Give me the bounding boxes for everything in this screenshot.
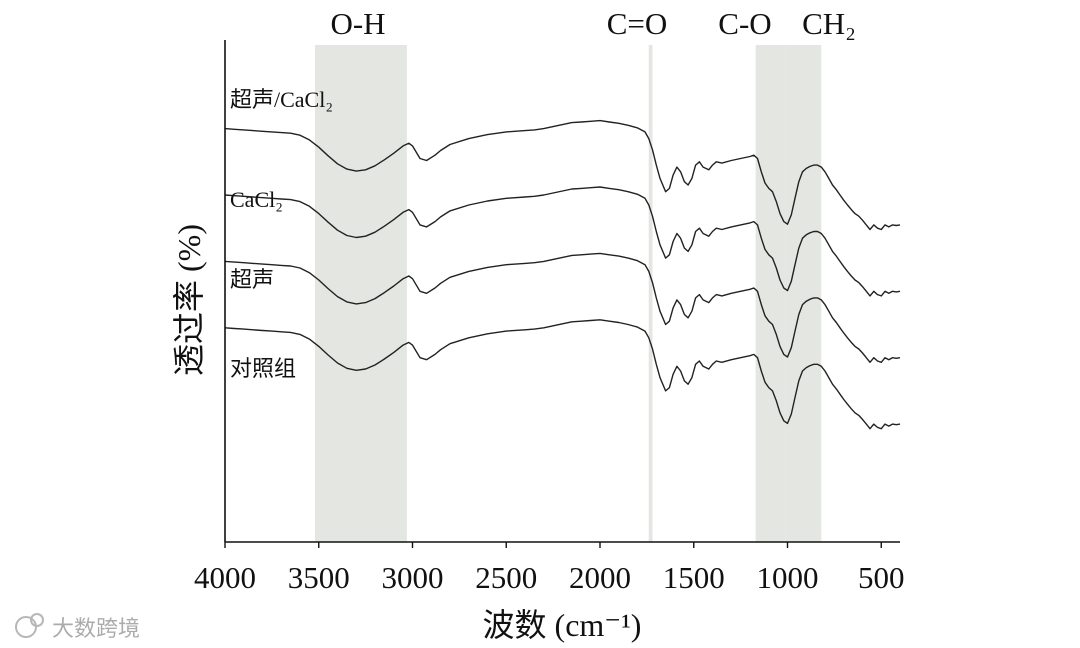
x-tick-label-1500: 1500 [663, 560, 725, 595]
band-label-c-o: C=O [607, 6, 668, 41]
band-label-ch: CH₂ [802, 6, 856, 41]
spectrum-line-2 [224, 186, 901, 297]
x-axis-title: 波数 (cm⁻¹) [483, 607, 642, 643]
series-label-3: 超声 [230, 267, 274, 292]
spectrum-line-1 [224, 119, 901, 231]
band-o-h [315, 45, 407, 542]
series-label-2: CaCl₂ [230, 187, 283, 212]
band-label-o-h: O-H [330, 6, 385, 41]
spectra [224, 119, 901, 430]
series-label-1: 超声/CaCl₂ [230, 87, 333, 112]
watermark-text: 大数跨境 [52, 616, 140, 641]
watermark: 大数跨境 [15, 613, 140, 641]
spectrum-line-3 [224, 252, 901, 363]
x-axis-ticks: 4000 3500 3000 2500 2000 1500 1000 500 [194, 542, 905, 595]
x-tick-label-2500: 2500 [475, 560, 537, 595]
x-tick-label-500: 500 [858, 560, 905, 595]
band-ch [785, 45, 822, 542]
y-axis-title: 透过率 (%) [171, 224, 207, 376]
x-tick-label-4000: 4000 [194, 560, 256, 595]
x-tick-label-3500: 3500 [288, 560, 350, 595]
x-tick-label-1000: 1000 [757, 560, 819, 595]
band-c-o [755, 45, 786, 542]
band-labels: O-H C=O C-O CH₂ [330, 6, 855, 41]
x-tick-label-3000: 3000 [382, 560, 444, 595]
absorption-bands [315, 45, 822, 542]
band-c-o [648, 45, 653, 542]
x-tick-label-2000: 2000 [569, 560, 631, 595]
series-label-4: 对照组 [230, 356, 296, 381]
spectrum-line-4 [224, 319, 901, 430]
band-label-c-o: C-O [718, 6, 771, 41]
brand-logo-icon [15, 613, 44, 638]
